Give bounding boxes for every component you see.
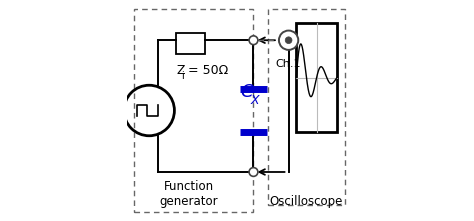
Text: Oscilloscope: Oscilloscope: [270, 195, 343, 208]
Circle shape: [249, 168, 258, 176]
Bar: [296, 23, 337, 132]
Bar: [268, 10, 345, 205]
Text: = 50Ω: = 50Ω: [183, 64, 228, 77]
Circle shape: [285, 37, 292, 44]
Text: Function
generator: Function generator: [159, 180, 218, 208]
Text: Ch.1: Ch.1: [276, 59, 301, 69]
Bar: [175, 32, 205, 55]
Text: Z: Z: [177, 64, 185, 77]
Text: X: X: [250, 94, 259, 107]
Bar: [134, 10, 254, 211]
Text: i: i: [182, 71, 184, 81]
Circle shape: [279, 30, 298, 50]
Circle shape: [249, 36, 258, 45]
Text: C: C: [241, 83, 253, 101]
